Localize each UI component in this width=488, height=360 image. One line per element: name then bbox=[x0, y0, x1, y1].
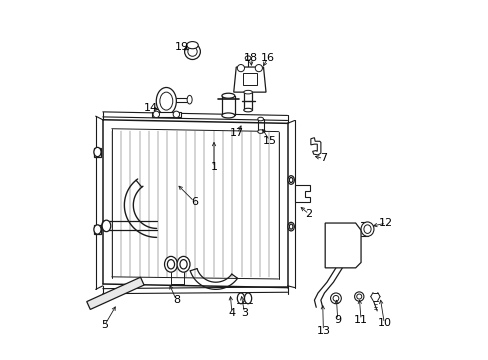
Text: 18: 18 bbox=[244, 53, 258, 63]
Ellipse shape bbox=[330, 293, 341, 304]
Ellipse shape bbox=[173, 111, 179, 118]
Ellipse shape bbox=[255, 64, 262, 72]
Text: 8: 8 bbox=[172, 295, 180, 305]
Polygon shape bbox=[242, 73, 257, 85]
Text: 3: 3 bbox=[241, 308, 247, 318]
Ellipse shape bbox=[356, 294, 361, 299]
Ellipse shape bbox=[164, 256, 177, 272]
Text: 11: 11 bbox=[353, 315, 367, 325]
Polygon shape bbox=[152, 112, 180, 117]
Ellipse shape bbox=[363, 225, 370, 233]
Text: 9: 9 bbox=[333, 315, 341, 325]
Text: 4: 4 bbox=[228, 308, 235, 318]
Text: 5: 5 bbox=[101, 320, 108, 330]
Ellipse shape bbox=[332, 296, 338, 301]
Ellipse shape bbox=[160, 92, 172, 110]
Ellipse shape bbox=[257, 117, 263, 121]
Text: 15: 15 bbox=[262, 136, 276, 145]
Ellipse shape bbox=[287, 176, 294, 184]
Ellipse shape bbox=[257, 130, 263, 134]
Ellipse shape bbox=[244, 293, 251, 304]
Polygon shape bbox=[86, 277, 144, 310]
Polygon shape bbox=[94, 225, 101, 234]
Ellipse shape bbox=[94, 225, 101, 234]
Ellipse shape bbox=[187, 95, 192, 104]
Ellipse shape bbox=[289, 177, 292, 183]
Ellipse shape bbox=[102, 221, 107, 231]
Ellipse shape bbox=[289, 224, 292, 229]
Text: 12: 12 bbox=[378, 218, 392, 228]
Ellipse shape bbox=[186, 41, 198, 49]
Text: 16: 16 bbox=[260, 53, 274, 63]
Ellipse shape bbox=[287, 222, 294, 231]
Ellipse shape bbox=[94, 147, 101, 157]
Ellipse shape bbox=[244, 56, 250, 60]
Text: 6: 6 bbox=[190, 197, 197, 207]
Text: 1: 1 bbox=[210, 162, 217, 172]
Polygon shape bbox=[310, 138, 320, 155]
Text: 17: 17 bbox=[230, 129, 244, 138]
Ellipse shape bbox=[102, 220, 110, 231]
Ellipse shape bbox=[222, 93, 234, 98]
Ellipse shape bbox=[177, 256, 190, 272]
Ellipse shape bbox=[237, 293, 244, 304]
Ellipse shape bbox=[184, 44, 200, 59]
Text: 7: 7 bbox=[319, 153, 326, 163]
Ellipse shape bbox=[153, 111, 159, 118]
Ellipse shape bbox=[244, 108, 252, 112]
Polygon shape bbox=[325, 223, 360, 268]
Ellipse shape bbox=[222, 113, 234, 118]
Ellipse shape bbox=[156, 87, 176, 115]
Ellipse shape bbox=[354, 292, 363, 301]
Ellipse shape bbox=[237, 64, 244, 72]
Polygon shape bbox=[294, 185, 309, 202]
Text: 10: 10 bbox=[377, 319, 390, 328]
Text: 2: 2 bbox=[305, 209, 312, 219]
Text: 19: 19 bbox=[174, 42, 188, 52]
Ellipse shape bbox=[244, 90, 252, 94]
Ellipse shape bbox=[180, 260, 187, 269]
Text: 14: 14 bbox=[144, 103, 158, 113]
Polygon shape bbox=[233, 67, 265, 92]
Polygon shape bbox=[94, 148, 101, 157]
Ellipse shape bbox=[360, 222, 373, 236]
Ellipse shape bbox=[187, 47, 197, 56]
Text: 13: 13 bbox=[316, 325, 330, 336]
Ellipse shape bbox=[167, 260, 174, 269]
